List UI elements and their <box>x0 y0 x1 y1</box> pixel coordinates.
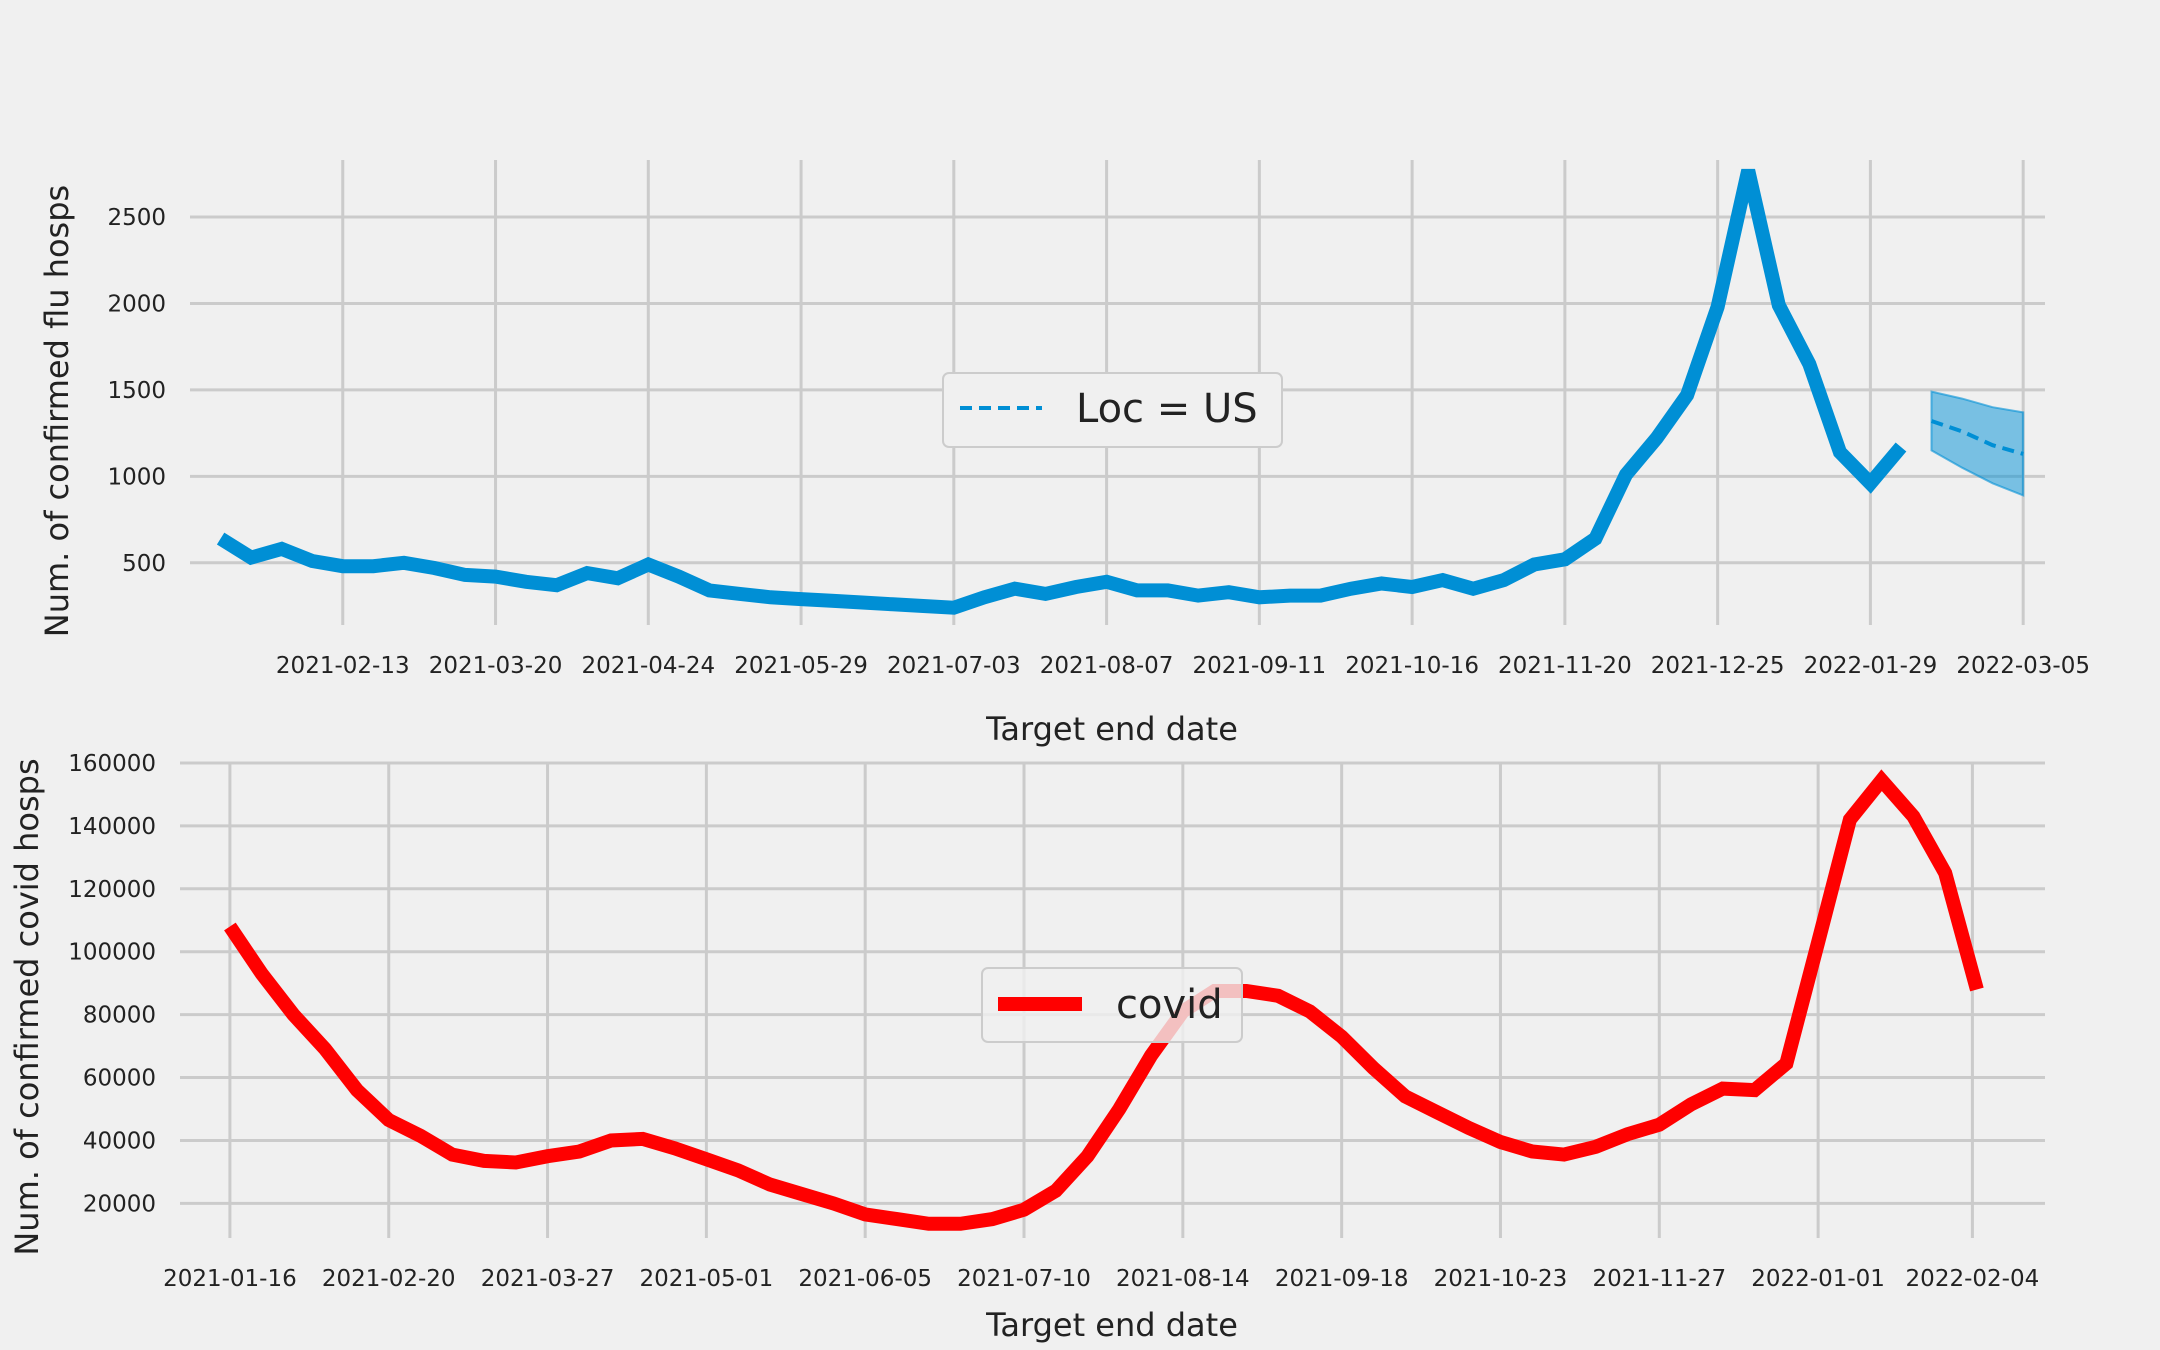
flu-legend-box <box>942 372 1283 448</box>
covid-y-tick-label: 40000 <box>83 1128 156 1154</box>
flu-x-tick-label: 2021-09-11 <box>1193 653 1327 679</box>
covid-x-tick-label: 2021-07-10 <box>957 1266 1091 1292</box>
flu-x-tick-label: 2021-10-16 <box>1345 653 1479 679</box>
covid-x-tick-label: 2021-03-27 <box>481 1266 615 1292</box>
covid-x-tick-label: 2021-01-16 <box>163 1266 297 1292</box>
flu-chart: 500 1000 1500 2000 2500 2021-02-13 2021-03-20… <box>38 160 2090 748</box>
flu-forecast-line <box>1930 419 2024 456</box>
flu-y-tick-labels: 500 1000 1500 2000 2500 <box>107 205 166 577</box>
covid-x-tick-label: 2022-01-01 <box>1751 1266 1885 1292</box>
covid-series <box>224 769 1984 1231</box>
covid-x-axis-label: Target end date <box>985 1306 1238 1344</box>
covid-legend-label: covid <box>1116 982 1223 1028</box>
covid-chart: 20000 40000 60000 80000 100000 120000 140000 16… <box>8 751 2045 1344</box>
flu-x-tick-label: 2021-11-20 <box>1498 653 1632 679</box>
flu-forecast-band <box>1930 390 2025 497</box>
covid-y-axis-label: Num. of confirmed covid hosps <box>8 758 46 1255</box>
flu-y-tick-label: 1500 <box>107 378 166 404</box>
flu-x-tick-label: 2021-08-07 <box>1040 653 1174 679</box>
covid-y-tick-label: 20000 <box>83 1191 156 1217</box>
covid-x-tick-label: 2021-02-20 <box>322 1266 456 1292</box>
covid-x-tick-labels: 2021-01-16 2021-02-20 2021-03-27 2021-05-01… <box>163 1266 2039 1292</box>
flu-x-tick-label: 2021-02-13 <box>276 653 410 679</box>
flu-y-tick-label: 1000 <box>107 464 166 490</box>
flu-series <box>216 168 2024 615</box>
flu-y-axis-label: Num. of confirmed flu hosps <box>38 185 76 637</box>
covid-y-tick-label: 160000 <box>68 751 156 777</box>
covid-x-tick-label: 2021-08-14 <box>1116 1266 1250 1292</box>
flu-y-tick-label: 2000 <box>107 291 166 317</box>
flu-y-tick-label: 500 <box>122 551 166 577</box>
flu-y-tick-label: 2500 <box>107 205 166 231</box>
covid-x-tick-label: 2022-02-04 <box>1906 1266 2040 1292</box>
covid-x-tick-label: 2021-10-23 <box>1434 1266 1568 1292</box>
covid-y-tick-label: 140000 <box>68 814 156 840</box>
covid-y-tick-label: 100000 <box>68 940 156 966</box>
flu-x-tick-labels: 2021-02-13 2021-03-20 2021-04-24 2021-05-29… <box>276 653 2090 679</box>
covid-legend-box <box>981 967 1243 1043</box>
covid-observed-line <box>224 769 1984 1231</box>
covid-y-tick-label: 60000 <box>83 1066 156 1092</box>
covid-x-tick-label: 2021-06-05 <box>798 1266 932 1292</box>
covid-y-tick-label: 120000 <box>68 877 156 903</box>
covid-grid <box>180 761 2045 1238</box>
flu-x-tick-label: 2022-01-29 <box>1804 653 1938 679</box>
flu-x-tick-label: 2021-07-03 <box>887 653 1021 679</box>
flu-x-tick-label: 2021-12-25 <box>1651 653 1785 679</box>
flu-x-tick-label: 2022-03-05 <box>1956 653 2090 679</box>
flu-forecast-interval <box>1930 390 2025 497</box>
covid-x-tick-label: 2021-11-27 <box>1592 1266 1726 1292</box>
flu-x-axis-label: Target end date <box>985 710 1238 748</box>
covid-x-tick-label: 2021-09-18 <box>1275 1266 1409 1292</box>
flu-legend: Loc = US <box>942 372 1283 448</box>
flu-x-tick-label: 2021-04-24 <box>581 653 715 679</box>
covid-y-tick-label: 80000 <box>83 1003 156 1029</box>
covid-y-tick-labels: 20000 40000 60000 80000 100000 120000 140000 16… <box>68 751 156 1217</box>
flu-legend-label: Loc = US <box>1076 386 1258 432</box>
flu-observed-line <box>216 168 1907 615</box>
flu-x-tick-label: 2021-05-29 <box>734 653 868 679</box>
covid-legend: covid <box>981 967 1243 1043</box>
flu-x-tick-label: 2021-03-20 <box>429 653 563 679</box>
covid-x-tick-label: 2021-05-01 <box>640 1266 774 1292</box>
